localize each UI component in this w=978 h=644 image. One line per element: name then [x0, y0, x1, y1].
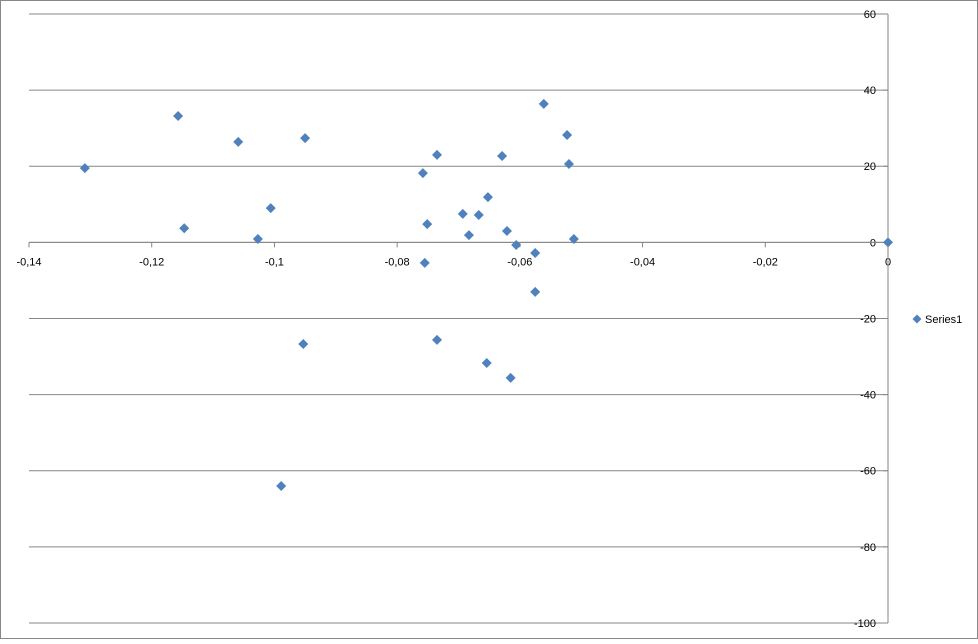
point	[505, 372, 516, 383]
x-tick-label: -0,04	[630, 256, 655, 268]
point	[568, 233, 579, 244]
x-tick-label: -0,14	[16, 256, 41, 268]
y-tick-label: -80	[860, 542, 876, 554]
point	[501, 225, 512, 236]
point	[179, 223, 190, 234]
point	[530, 286, 541, 297]
point	[562, 130, 573, 141]
point	[79, 163, 90, 174]
point	[482, 192, 493, 203]
point	[563, 158, 574, 169]
legend-marker	[912, 314, 922, 324]
point	[432, 334, 443, 345]
point	[233, 136, 244, 147]
y-tick-label: -100	[854, 618, 876, 630]
point	[457, 208, 468, 219]
y-tick-label: 60	[864, 9, 876, 21]
point	[538, 98, 549, 109]
point	[432, 149, 443, 160]
x-tick-label: -0,06	[507, 256, 532, 268]
point	[530, 248, 541, 259]
point	[265, 203, 276, 214]
point	[298, 339, 309, 350]
y-tick-label: -20	[860, 313, 876, 325]
point	[276, 480, 287, 491]
point	[417, 168, 428, 179]
x-tick-label: -0,02	[753, 256, 778, 268]
y-tick-label: 20	[864, 161, 876, 173]
y-tick-label: -40	[860, 390, 876, 402]
point	[481, 358, 492, 369]
point	[422, 219, 433, 230]
point	[173, 111, 184, 122]
point	[473, 209, 484, 220]
point	[883, 237, 893, 248]
legend-label: Series1	[925, 314, 962, 326]
x-tick-label: -0,12	[139, 256, 164, 268]
point	[511, 240, 522, 251]
point	[497, 150, 508, 161]
point	[300, 133, 311, 144]
point	[463, 230, 474, 241]
point	[419, 257, 430, 268]
point	[252, 233, 263, 244]
y-tick-label: 0	[870, 237, 876, 249]
x-tick-label: -0,1	[265, 256, 284, 268]
x-tick-label: -0,08	[385, 256, 410, 268]
y-tick-label: 40	[864, 85, 876, 97]
y-tick-label: -60	[860, 466, 876, 478]
